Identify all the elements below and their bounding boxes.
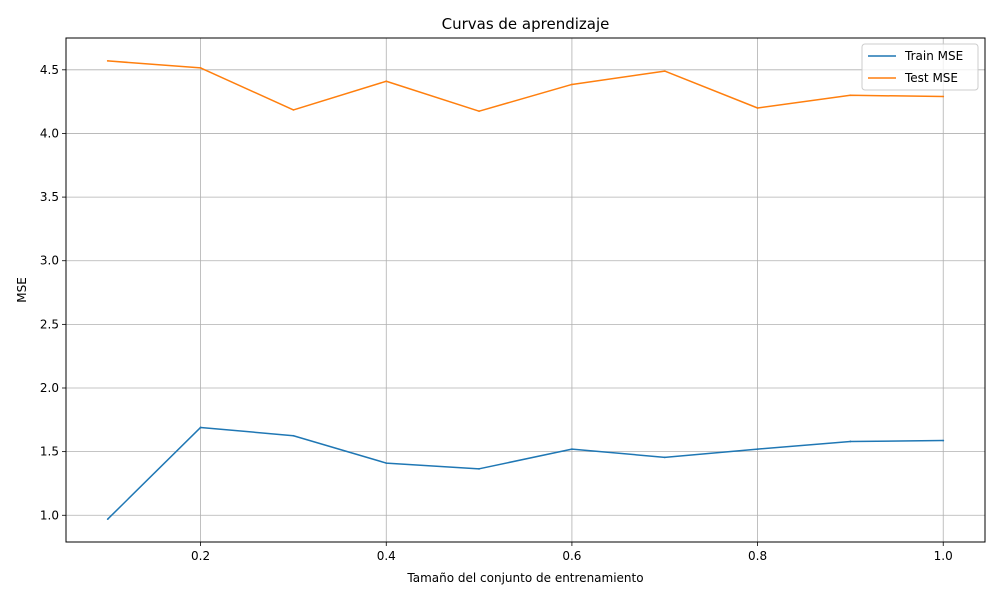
x-tick-label: 0.6 (562, 549, 581, 563)
y-tick-label: 1.0 (40, 508, 59, 522)
y-axis-label: MSE (15, 277, 29, 303)
data-point (756, 448, 759, 450)
legend-label: Test MSE (904, 71, 958, 85)
x-tick-label: 1.0 (934, 549, 953, 563)
x-tick-label: 0.8 (748, 549, 767, 563)
data-point (292, 434, 295, 437)
y-tick-label: 2.5 (40, 317, 59, 331)
x-axis-label: Tamaño del conjunto de entrenamiento (406, 571, 643, 585)
data-point (478, 110, 480, 113)
data-point (663, 70, 666, 72)
series-lines (106, 60, 945, 520)
grid-lines (66, 38, 985, 542)
legend: Train MSE Test MSE (861, 43, 979, 91)
series-line-train-mse (107, 426, 944, 520)
y-tick-label: 2.0 (40, 381, 59, 395)
data-point (478, 467, 480, 470)
data-point (942, 439, 945, 442)
y-tick-label: 4.0 (40, 126, 59, 140)
y-tick-label: 3.0 (40, 254, 59, 268)
x-tick-label: 0.4 (377, 549, 396, 563)
data-point (849, 440, 852, 443)
data-point (663, 456, 666, 459)
y-tick-label: 3.5 (40, 190, 59, 204)
data-point (849, 94, 852, 97)
plot-frame (65, 37, 986, 543)
data-point (106, 60, 109, 62)
y-tick-label: 1.5 (40, 445, 59, 459)
legend-label: Train MSE (904, 49, 963, 63)
data-point (292, 109, 295, 111)
data-point (756, 107, 759, 109)
x-tick-label: 0.2 (191, 549, 210, 563)
data-point (106, 518, 109, 520)
series-line-test-mse (107, 60, 944, 112)
data-point (571, 83, 573, 86)
data-point (199, 67, 202, 69)
y-tick-label: 4.5 (40, 63, 59, 77)
data-point (199, 426, 202, 429)
chart-title: Curvas de aprendizaje (442, 15, 610, 33)
data-point (385, 462, 388, 464)
axis-ticks: 0.2 0.4 0.6 0.8 1.0 1.0 1.5 2.0 2.5 3.0 3.5 4.0 4.5 (40, 63, 953, 563)
data-point (571, 448, 573, 450)
data-point (385, 80, 388, 83)
data-point (942, 95, 945, 98)
